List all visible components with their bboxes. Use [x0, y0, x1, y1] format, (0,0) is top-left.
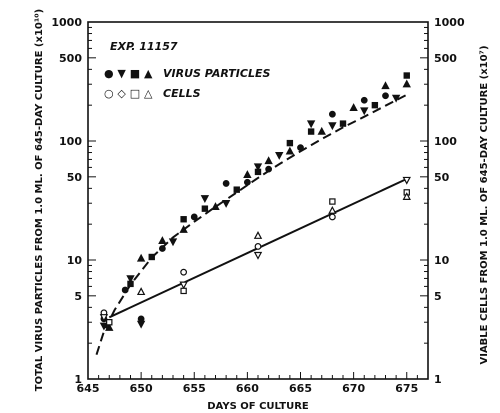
virus-point: [99, 322, 109, 331]
x-axis-title: DAYS OF CULTURE: [207, 401, 309, 412]
virus-point: [201, 205, 209, 212]
virus-point: [328, 110, 336, 118]
virus-point: [360, 107, 369, 116]
x-tick-label: 660: [236, 382, 259, 395]
virus-point: [264, 156, 273, 165]
virus-point: [121, 286, 129, 294]
y-tick-label-right: 100: [434, 135, 457, 148]
fit-lines: [95, 93, 408, 356]
virus-point: [391, 94, 401, 103]
y-tick-label-left: 1: [74, 373, 82, 386]
y-axis-title-right: VIABLE CELLS FROM 1.0 ML. OF 645-DAY CUL…: [479, 45, 490, 364]
experiment-label: EXP. 11157: [110, 40, 178, 53]
y-tick-label-left: 50: [67, 171, 83, 184]
cells-point: [328, 213, 336, 221]
virus-point: [200, 195, 210, 203]
virus-point: [253, 163, 263, 172]
cells-point: [328, 205, 337, 214]
y-tick-label-left: 10: [67, 254, 83, 267]
cells-point: [253, 231, 263, 239]
legend: ● ▼ ■ ▲ VIRUS PARTICLES ○ ◇ □ △ CELLS: [104, 67, 270, 100]
y-tick-label-right: 1: [434, 373, 442, 386]
virus-point: [285, 146, 295, 155]
y-tick-label-left: 1000: [51, 16, 82, 29]
virus-point: [158, 236, 167, 244]
y-tick-label-right: 5: [434, 290, 442, 303]
y-axis-title-left: TOTAL VIRUS PARTICLES FROM 1.0 ML. OF 64…: [34, 9, 45, 391]
virus-point: [371, 101, 379, 109]
virus-point: [339, 120, 347, 127]
x-tick-label: 665: [289, 382, 312, 395]
virus-point: [243, 178, 251, 186]
virus-point: [211, 202, 220, 210]
legend-symbols-cells: ○ ◇ □ △: [104, 87, 153, 100]
y-tick-label-left: 100: [59, 135, 82, 148]
virus-point: [180, 216, 187, 223]
axis-ticks: [88, 21, 428, 380]
virus-point: [382, 92, 389, 100]
cells-point: [402, 192, 411, 200]
virus-point: [222, 180, 230, 187]
virus-point: [168, 238, 178, 247]
virus-point: [179, 224, 188, 233]
cells-point: [254, 243, 262, 250]
virus-fit-line: [95, 93, 408, 356]
x-tick-label: 650: [130, 382, 153, 395]
virus-point: [306, 120, 316, 129]
x-tick-label: 675: [395, 382, 418, 395]
cells-point: [179, 281, 188, 290]
virus-point: [127, 280, 134, 288]
virus-point: [307, 128, 315, 135]
virus-point: [403, 72, 410, 79]
virus-point: [275, 151, 284, 160]
virus-point: [286, 139, 294, 147]
y-tick-label-right: 10: [434, 254, 450, 267]
legend-label-virus: VIRUS PARTICLES: [163, 67, 270, 80]
y-tick-label-left: 500: [59, 52, 82, 65]
virus-point: [360, 96, 368, 104]
virus-point: [136, 320, 146, 329]
virus-point: [158, 245, 166, 252]
cells-point: [99, 314, 109, 322]
x-tick-label: 670: [342, 382, 365, 395]
cells-point: [106, 319, 113, 326]
virus-point: [243, 170, 252, 178]
tick-labels: 645 650 655 660 665 670 675 1 1 5 5 10 10 50 50 100 100 5…: [51, 16, 465, 395]
virus-point: [126, 275, 135, 284]
y-tick-label-right: 1000: [434, 16, 465, 29]
virus-point: [297, 144, 304, 152]
x-tick-label: 645: [77, 382, 100, 395]
legend-label-cells: CELLS: [163, 87, 201, 100]
virus-point: [349, 103, 358, 112]
cells-point: [180, 268, 188, 276]
cells-point: [136, 287, 146, 296]
cells-point: [402, 176, 411, 185]
virus-point: [221, 200, 231, 208]
x-tick-label: 655: [183, 382, 206, 395]
data-points: [99, 72, 411, 331]
virus-point: [254, 168, 262, 176]
virus-point: [190, 213, 198, 221]
virus-point: [105, 322, 114, 331]
virus-point: [233, 186, 240, 193]
virus-point: [328, 122, 337, 131]
cells-point: [180, 287, 187, 295]
legend-symbols-virus: ● ▼ ■ ▲: [104, 67, 153, 80]
y-tick-label-right: 50: [434, 171, 450, 184]
virus-point: [265, 165, 273, 173]
y-tick-label-right: 500: [434, 52, 457, 65]
virus-point: [381, 81, 390, 90]
virus-point: [148, 253, 155, 261]
virus-point: [136, 253, 146, 262]
y-tick-label-left: 5: [74, 290, 82, 303]
cells-point: [253, 251, 263, 260]
virus-point: [317, 126, 326, 135]
cells-point: [329, 198, 336, 205]
virus-point: [402, 79, 411, 88]
